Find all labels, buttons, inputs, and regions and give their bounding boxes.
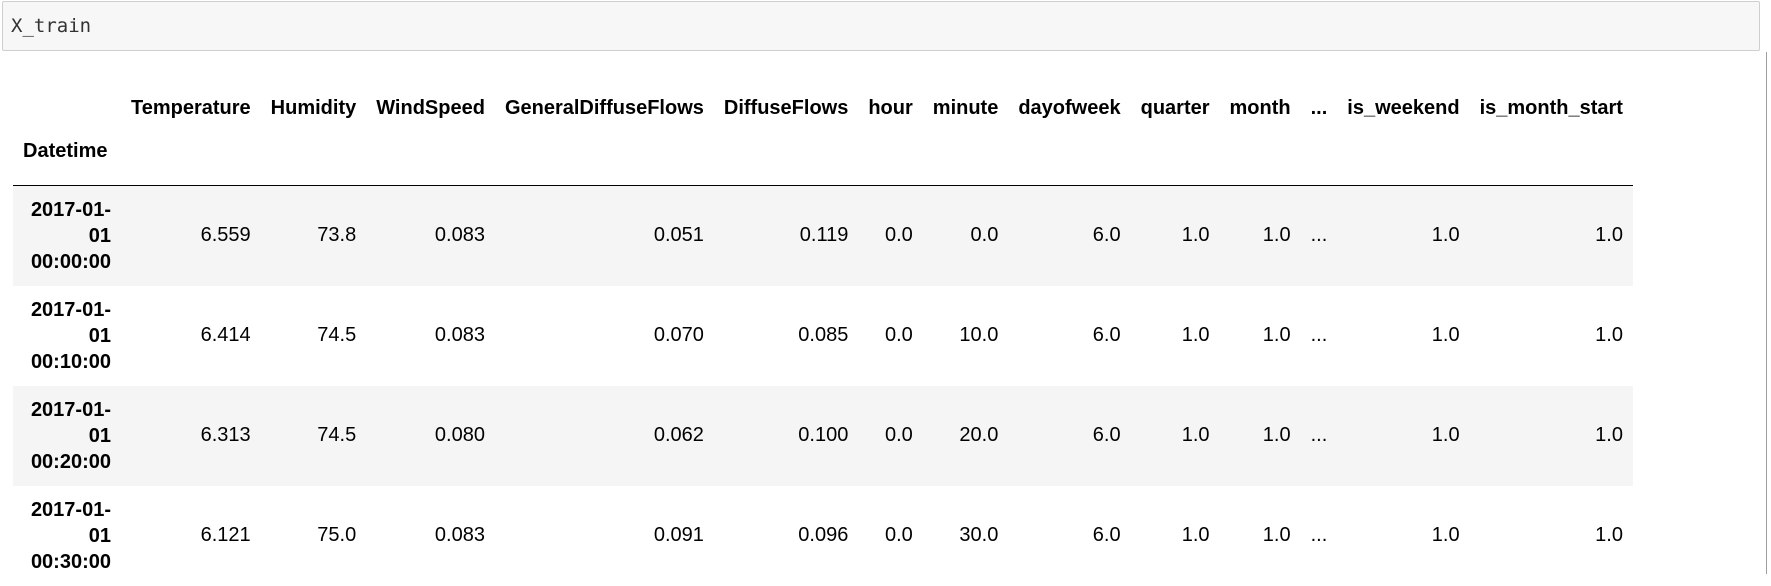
table-cell: 6.121 <box>200 524 251 546</box>
column-header-row: Temperature Humidity WindSpeed GeneralDiffu… <box>13 76 1633 140</box>
column-header: is_month_start <box>1479 96 1623 119</box>
row-index-label: 2017-01-01 00:00:00 <box>30 198 111 273</box>
table-cell: 1.0 <box>1262 324 1291 346</box>
table-cell: 6.313 <box>200 424 251 446</box>
table-cell: 0.083 <box>434 524 485 546</box>
table-cell: 1.0 <box>1431 224 1460 247</box>
table-cell: 1.0 <box>1181 324 1210 346</box>
table-cell: 1.0 <box>1595 524 1623 546</box>
index-name-spacer <box>1130 140 1220 186</box>
table-cell: 0.0 <box>884 324 913 346</box>
table-cell: 1.0 <box>1181 224 1210 247</box>
index-name: Datetime <box>13 140 121 186</box>
index-name-spacer <box>366 140 495 186</box>
table-row: 2017-01-01 00:10:00 6.414 74.5 0.083 0.070 0.… <box>13 286 1633 386</box>
table-cell: 0.091 <box>653 524 704 546</box>
table-cell: 0.083 <box>434 324 485 346</box>
table-row: 2017-01-01 00:20:00 6.313 74.5 0.080 0.062 0.… <box>13 385 1633 486</box>
table-row: 2017-01-01 00:00:00 6.559 73.8 0.083 0.051 0.… <box>13 185 1633 286</box>
column-header-ellipsis: ... <box>1310 96 1328 119</box>
column-header: Humidity <box>270 96 357 119</box>
index-name-spacer <box>121 140 261 186</box>
column-header: WindSpeed <box>376 96 485 119</box>
output-scroll-edge <box>1766 52 1767 574</box>
table-cell: 0.051 <box>653 224 704 247</box>
index-name-spacer <box>1008 140 1131 186</box>
table-cell-ellipsis: ... <box>1310 524 1328 546</box>
table-cell: 74.5 <box>317 324 357 346</box>
row-index-label: 2017-01-01 00:10:00 <box>30 298 111 373</box>
table-cell: 6.0 <box>1092 224 1121 247</box>
table-cell: 0.119 <box>799 224 849 247</box>
table-cell: 0.070 <box>653 324 704 346</box>
table-cell: 20.0 <box>959 424 999 446</box>
index-name-spacer <box>1469 140 1633 186</box>
table-cell: 1.0 <box>1181 424 1210 446</box>
table-cell: 1.0 <box>1262 424 1291 446</box>
table-cell: 0.085 <box>798 324 849 346</box>
table-cell: 6.0 <box>1092 324 1121 346</box>
table-cell-ellipsis: ... <box>1310 224 1328 247</box>
table-cell: 0.080 <box>434 424 485 446</box>
index-name-spacer <box>1219 140 1301 186</box>
code-input-text: X_train <box>11 15 92 37</box>
column-header: quarter <box>1140 96 1210 119</box>
table-cell: 1.0 <box>1431 524 1460 546</box>
table-cell: 6.0 <box>1092 424 1121 446</box>
index-name-spacer <box>1337 140 1470 186</box>
table-cell: 0.100 <box>798 424 849 446</box>
column-header: is_weekend <box>1347 96 1460 119</box>
table-cell: 1.0 <box>1595 224 1623 247</box>
row-index-label: 2017-01-01 00:30:00 <box>30 498 111 573</box>
table-cell: 0.0 <box>884 424 913 446</box>
table-cell: 74.5 <box>317 424 357 446</box>
dataframe-body: 2017-01-01 00:00:00 6.559 73.8 0.083 0.051 0.… <box>13 185 1633 586</box>
column-header: dayofweek <box>1018 96 1121 119</box>
table-cell: 73.8 <box>317 224 357 247</box>
table-cell: 1.0 <box>1262 524 1291 546</box>
column-header: Temperature <box>131 96 251 119</box>
table-cell: 0.0 <box>884 224 913 247</box>
table-cell: 75.0 <box>317 524 357 546</box>
table-cell: 0.083 <box>434 224 485 247</box>
code-input-cell[interactable]: X_train <box>2 1 1760 51</box>
index-name-spacer <box>858 140 923 186</box>
dataframe-output: Temperature Humidity WindSpeed GeneralDiffu… <box>13 76 1758 586</box>
index-name-spacer <box>260 140 367 186</box>
table-row: 2017-01-01 00:30:00 6.121 75.0 0.083 0.091 0.… <box>13 486 1633 586</box>
table-cell: 1.0 <box>1262 224 1291 247</box>
column-header: hour <box>868 96 913 119</box>
dataframe-table: Temperature Humidity WindSpeed GeneralDiffu… <box>13 76 1633 586</box>
table-cell: 30.0 <box>959 524 999 546</box>
index-name-spacer <box>1300 140 1338 186</box>
index-name-spacer <box>494 140 714 186</box>
table-cell: 0.062 <box>653 424 704 446</box>
table-cell: 6.0 <box>1092 524 1121 546</box>
table-cell: 1.0 <box>1181 524 1210 546</box>
table-cell: 10.0 <box>959 324 999 346</box>
table-cell: 6.559 <box>200 224 251 247</box>
column-header: DiffuseFlows <box>723 96 849 119</box>
header-corner <box>13 76 121 140</box>
table-cell: 0.0 <box>884 524 913 546</box>
index-name-spacer <box>713 140 859 186</box>
table-cell: 1.0 <box>1431 324 1460 346</box>
table-cell: 0.0 <box>970 224 999 247</box>
table-cell: 1.0 <box>1595 424 1623 446</box>
index-name-row: Datetime <box>13 140 1633 186</box>
table-cell: 0.096 <box>798 524 849 546</box>
table-cell-ellipsis: ... <box>1310 324 1328 346</box>
table-cell: 6.414 <box>200 324 251 346</box>
column-header: minute <box>932 96 999 119</box>
table-cell: 1.0 <box>1595 324 1623 346</box>
column-header: month <box>1229 96 1291 119</box>
row-index-label: 2017-01-01 00:20:00 <box>30 398 111 473</box>
column-header: GeneralDiffuseFlows <box>504 96 704 119</box>
table-cell: 1.0 <box>1431 424 1460 446</box>
table-cell-ellipsis: ... <box>1310 424 1328 446</box>
index-name-spacer <box>922 140 1009 186</box>
